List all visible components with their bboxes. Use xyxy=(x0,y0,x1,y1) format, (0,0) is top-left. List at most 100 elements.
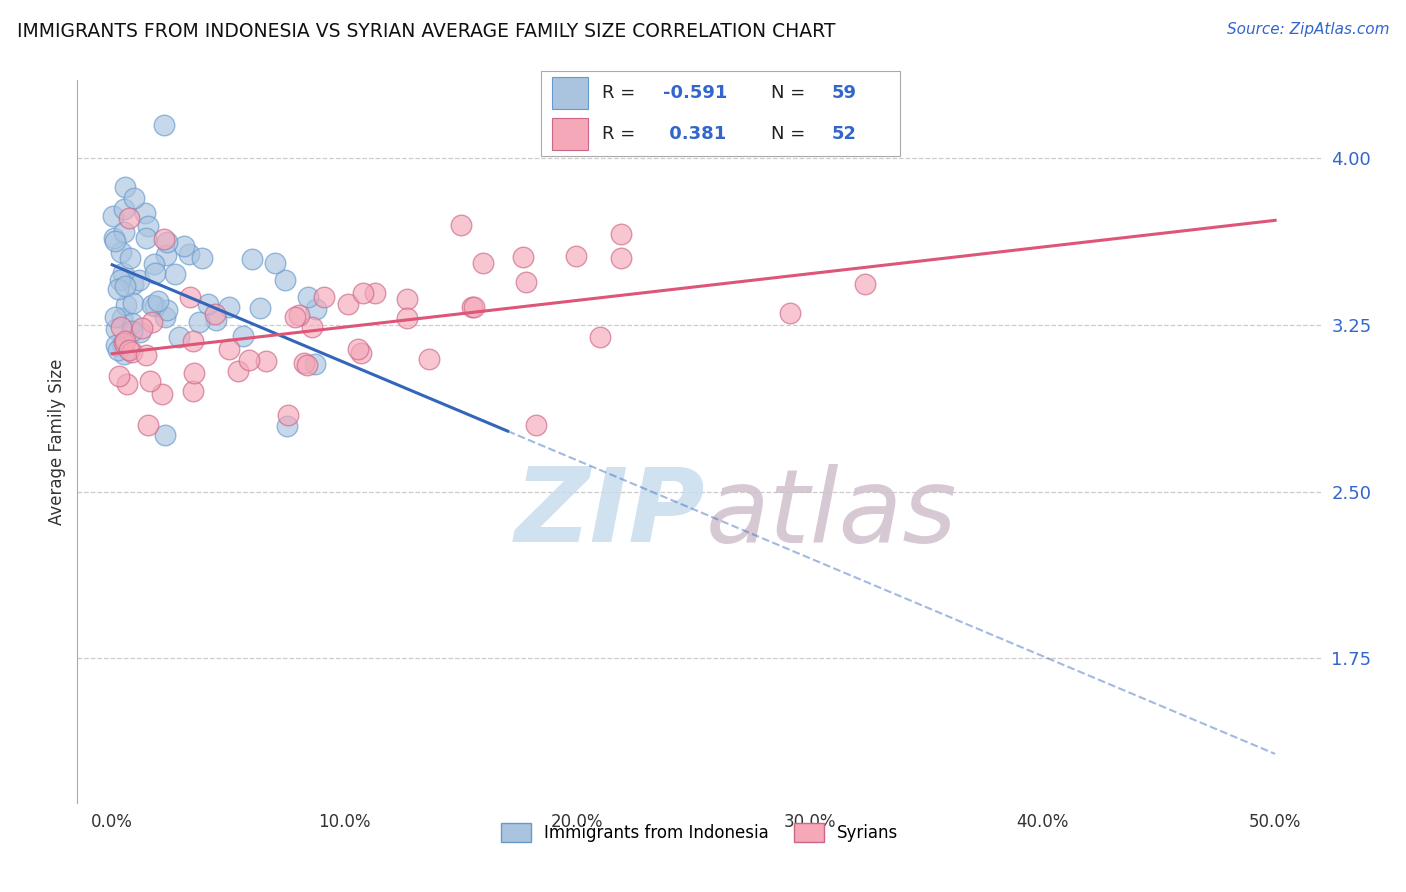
Point xyxy=(114,279,136,293)
Point xyxy=(131,321,153,335)
Point xyxy=(104,310,127,325)
Point xyxy=(205,313,228,327)
Text: N =: N = xyxy=(770,85,811,103)
Point xyxy=(855,277,877,292)
Point xyxy=(450,219,472,233)
Point xyxy=(274,272,297,286)
Text: R =: R = xyxy=(602,125,641,143)
Point xyxy=(107,282,129,296)
Point xyxy=(312,291,335,305)
Text: 0.381: 0.381 xyxy=(664,125,727,143)
Point xyxy=(349,346,371,360)
Point xyxy=(292,356,315,370)
Legend: Immigrants from Indonesia, Syrians: Immigrants from Indonesia, Syrians xyxy=(494,816,905,848)
Point xyxy=(138,417,160,432)
Text: N =: N = xyxy=(770,125,811,143)
Point xyxy=(108,369,131,384)
Point xyxy=(111,310,134,325)
Point xyxy=(117,343,139,357)
Point xyxy=(107,343,129,358)
Point xyxy=(153,118,176,132)
Point xyxy=(179,290,201,304)
Point xyxy=(110,245,132,260)
Point xyxy=(254,353,277,368)
Point xyxy=(139,374,162,388)
Point xyxy=(114,334,136,348)
Point xyxy=(128,273,150,287)
Y-axis label: Average Family Size: Average Family Size xyxy=(48,359,66,524)
Point xyxy=(512,250,534,264)
Point xyxy=(418,352,440,367)
Point xyxy=(218,300,240,314)
Point xyxy=(284,310,307,324)
Point xyxy=(136,219,159,233)
Point xyxy=(288,308,311,322)
Point xyxy=(152,232,174,246)
Point xyxy=(134,206,156,220)
Point xyxy=(165,267,187,281)
Point xyxy=(141,298,163,312)
Point xyxy=(240,252,263,267)
Point xyxy=(232,329,254,343)
Point xyxy=(524,417,547,432)
Point xyxy=(143,266,166,280)
Point xyxy=(337,297,360,311)
Text: 52: 52 xyxy=(832,125,856,143)
Point xyxy=(103,231,125,245)
Point xyxy=(515,275,537,289)
Point xyxy=(103,209,125,223)
Point xyxy=(145,299,167,313)
Point xyxy=(304,358,326,372)
Point xyxy=(297,290,319,304)
Text: IMMIGRANTS FROM INDONESIA VS SYRIAN AVERAGE FAMILY SIZE CORRELATION CHART: IMMIGRANTS FROM INDONESIA VS SYRIAN AVER… xyxy=(17,22,835,41)
Point xyxy=(610,251,633,265)
Point xyxy=(155,310,177,324)
Point xyxy=(115,298,138,312)
Point xyxy=(118,251,141,265)
Point xyxy=(117,211,139,225)
Point xyxy=(121,324,143,338)
Point xyxy=(112,202,135,216)
Point xyxy=(183,366,205,380)
Point xyxy=(112,226,135,240)
Point xyxy=(114,335,136,350)
Point xyxy=(153,427,176,442)
Point xyxy=(104,234,127,248)
Point xyxy=(249,301,271,315)
Text: -0.591: -0.591 xyxy=(664,85,727,103)
Point xyxy=(155,248,177,262)
Point xyxy=(121,316,143,330)
FancyBboxPatch shape xyxy=(553,118,588,150)
Point xyxy=(150,387,173,401)
Point xyxy=(115,376,138,391)
Text: Source: ZipAtlas.com: Source: ZipAtlas.com xyxy=(1226,22,1389,37)
Point xyxy=(122,296,145,310)
Point xyxy=(155,302,177,317)
Point xyxy=(135,230,157,244)
Point xyxy=(364,285,387,300)
Point xyxy=(183,384,205,398)
Text: ZIP: ZIP xyxy=(515,463,706,565)
Text: atlas: atlas xyxy=(706,464,957,564)
Point xyxy=(112,266,135,280)
FancyBboxPatch shape xyxy=(553,78,588,110)
Point xyxy=(238,352,260,367)
Point xyxy=(396,310,419,325)
Point xyxy=(148,294,170,309)
Point xyxy=(395,292,418,306)
Point xyxy=(188,315,211,329)
Point xyxy=(108,273,131,287)
Point xyxy=(121,344,143,359)
Point xyxy=(226,364,249,378)
Point xyxy=(197,297,219,311)
Point xyxy=(122,277,145,291)
Point xyxy=(114,180,136,194)
Point xyxy=(589,330,612,344)
Point xyxy=(190,251,212,265)
Point xyxy=(610,227,633,242)
Point xyxy=(173,238,195,252)
Point xyxy=(156,235,179,249)
Point xyxy=(461,301,484,315)
Point xyxy=(135,348,157,362)
Point xyxy=(305,301,328,316)
